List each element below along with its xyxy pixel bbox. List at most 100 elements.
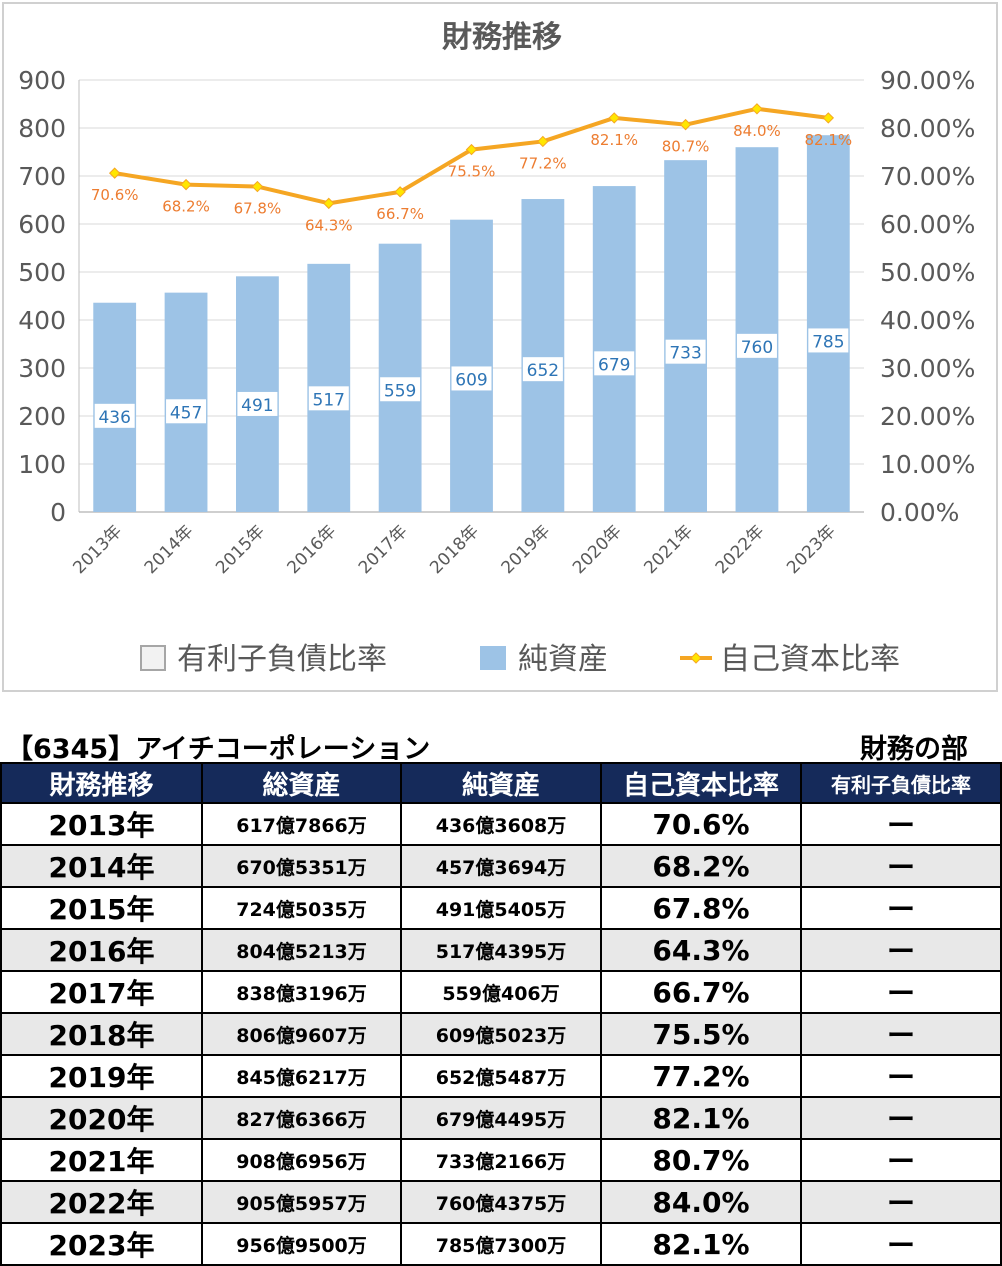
line-data-label: 67.8% bbox=[234, 200, 282, 218]
cell-net-assets: 785億7300万 bbox=[400, 1222, 602, 1266]
y-right-tick-label: 70.00% bbox=[880, 162, 975, 191]
cell-equity-ratio: 82.1% bbox=[600, 1096, 802, 1140]
x-tick-label: 2018年 bbox=[426, 521, 483, 578]
y-right-tick-label: 40.00% bbox=[880, 306, 975, 335]
cell-net-assets: 517億4395万 bbox=[400, 928, 602, 972]
cell-total-assets: 617億7866万 bbox=[201, 802, 402, 846]
cell-year: 2020年 bbox=[0, 1096, 203, 1140]
line-data-label: 66.7% bbox=[376, 205, 424, 223]
finance-table: 財務推移 総資産 純資産 自己資本比率 有利子負債比率 2013年 617億786… bbox=[0, 762, 1002, 1266]
col-header-period: 財務推移 bbox=[0, 762, 203, 804]
cell-year: 2019年 bbox=[0, 1054, 203, 1098]
cell-net-assets: 436億3608万 bbox=[400, 802, 602, 846]
y-right-tick-label: 0.00% bbox=[880, 498, 959, 527]
table-row: 2019年 845億6217万 652億5487万 77.2% ー bbox=[0, 1054, 1002, 1098]
bar bbox=[806, 135, 850, 512]
line-point bbox=[323, 197, 335, 210]
cell-total-assets: 804億5213万 bbox=[201, 928, 402, 972]
table-row: 2023年 956億9500万 785億7300万 82.1% ー bbox=[0, 1222, 1002, 1266]
table-heading: 【6345】アイチコーポレーション bbox=[6, 734, 431, 765]
y-left-tick-label: 600 bbox=[18, 210, 66, 239]
cell-debt-ratio: ー bbox=[800, 1222, 1002, 1266]
cell-total-assets: 724億5035万 bbox=[201, 886, 402, 930]
line-point bbox=[679, 118, 692, 131]
bar-data-label: 559 bbox=[384, 381, 416, 401]
y-right-tick-label: 50.00% bbox=[880, 258, 975, 287]
cell-net-assets: 559億406万 bbox=[400, 970, 602, 1014]
table-header: 【6345】アイチコーポレーション 財務の部 bbox=[0, 727, 1002, 765]
y-right-tick-label: 20.00% bbox=[880, 402, 975, 431]
table-row: 2021年 908億6956万 733億2166万 80.7% ー bbox=[0, 1138, 1002, 1182]
cell-total-assets: 670億5351万 bbox=[201, 844, 402, 888]
cell-year: 2017年 bbox=[0, 970, 203, 1014]
bar-data-label: 457 bbox=[170, 403, 202, 423]
line-data-label: 75.5% bbox=[448, 163, 496, 181]
x-tick-label: 2022年 bbox=[712, 521, 769, 578]
line-data-label: 70.6% bbox=[91, 186, 139, 204]
bar-data-label: 517 bbox=[313, 390, 345, 410]
y-left-tick-label: 0 bbox=[50, 498, 66, 527]
bar-label-bg bbox=[808, 328, 849, 353]
line-point bbox=[394, 186, 406, 198]
bar-data-label: 760 bbox=[741, 338, 773, 358]
cell-net-assets: 652億5487万 bbox=[400, 1054, 602, 1098]
col-header-total-assets: 総資産 bbox=[201, 762, 402, 804]
cell-year: 2018年 bbox=[0, 1012, 203, 1056]
legend-label-equity-ratio: 自己資本比率 bbox=[720, 642, 900, 677]
bar-data-label: 609 bbox=[455, 370, 487, 390]
col-header-debt-ratio: 有利子負債比率 bbox=[800, 762, 1002, 804]
bar-label-bg bbox=[665, 339, 706, 364]
legend-swatch-debt-ratio bbox=[140, 645, 166, 671]
finance-chart: 財務推移 0 100 200 300 400 500 600 700 800 900 0.00% 10.… bbox=[18, 20, 975, 677]
x-tick-label: 2013年 bbox=[69, 521, 126, 578]
legend-label-debt-ratio: 有利子負債比率 bbox=[177, 642, 387, 677]
x-tick-label: 2020年 bbox=[569, 521, 626, 578]
cell-debt-ratio: ー bbox=[800, 928, 1002, 972]
y-right-tick-label: 60.00% bbox=[880, 210, 975, 239]
cell-equity-ratio: 75.5% bbox=[600, 1012, 802, 1056]
y-left-tick-label: 500 bbox=[18, 258, 66, 287]
y-left-tick-label: 100 bbox=[18, 450, 66, 479]
line-data-label: 82.1% bbox=[804, 131, 852, 149]
col-header-net-assets: 純資産 bbox=[400, 762, 602, 804]
table-row: 2014年 670億5351万 457億3694万 68.2% ー bbox=[0, 844, 1002, 888]
x-tick-label: 2023年 bbox=[783, 521, 840, 578]
cell-debt-ratio: ー bbox=[800, 886, 1002, 930]
chart-panel: 財務推移 0 100 200 300 400 500 600 700 800 900 0.00% 10.… bbox=[2, 2, 998, 692]
legend-label-net-assets: 純資産 bbox=[518, 642, 608, 677]
x-tick-label: 2016年 bbox=[284, 521, 341, 578]
line-point bbox=[822, 112, 835, 124]
cell-net-assets: 491億5405万 bbox=[400, 886, 602, 930]
bar bbox=[592, 186, 636, 512]
cell-debt-ratio: ー bbox=[800, 1012, 1002, 1056]
line-point bbox=[751, 103, 763, 115]
x-tick-label: 2014年 bbox=[141, 521, 198, 578]
line-point bbox=[180, 178, 192, 191]
bar-label-bg bbox=[380, 377, 421, 402]
cell-debt-ratio: ー bbox=[800, 970, 1002, 1014]
bar-data-label: 733 bbox=[669, 344, 701, 364]
cell-equity-ratio: 67.8% bbox=[600, 886, 802, 930]
y-left-tick-label: 800 bbox=[18, 114, 66, 143]
table-row: 2016年 804億5213万 517億4395万 64.3% ー bbox=[0, 928, 1002, 972]
line-data-label: 84.0% bbox=[733, 122, 781, 140]
cell-year: 2021年 bbox=[0, 1138, 203, 1182]
x-tick-label: 2021年 bbox=[640, 521, 697, 578]
cell-year: 2016年 bbox=[0, 928, 203, 972]
y-right-tick-label: 90.00% bbox=[880, 66, 975, 95]
line-point bbox=[251, 180, 264, 193]
legend-swatch-net-assets bbox=[480, 646, 506, 670]
bar-data-label: 436 bbox=[98, 408, 130, 428]
cell-year: 2015年 bbox=[0, 886, 203, 930]
cell-year: 2023年 bbox=[0, 1222, 203, 1266]
y-right-tick-label: 30.00% bbox=[880, 354, 975, 383]
table-row: 2018年 806億9607万 609億5023万 75.5% ー bbox=[0, 1012, 1002, 1056]
x-tick-label: 2019年 bbox=[498, 521, 555, 578]
x-tick-label: 2017年 bbox=[355, 521, 412, 578]
line-point bbox=[465, 143, 478, 156]
table-header-row: 財務推移 総資産 純資産 自己資本比率 有利子負債比率 bbox=[0, 762, 1002, 804]
line-data-label: 80.7% bbox=[662, 138, 710, 156]
table-section-label: 財務の部 bbox=[860, 734, 968, 765]
y-left-tick-label: 900 bbox=[18, 66, 66, 95]
bar bbox=[735, 147, 779, 512]
